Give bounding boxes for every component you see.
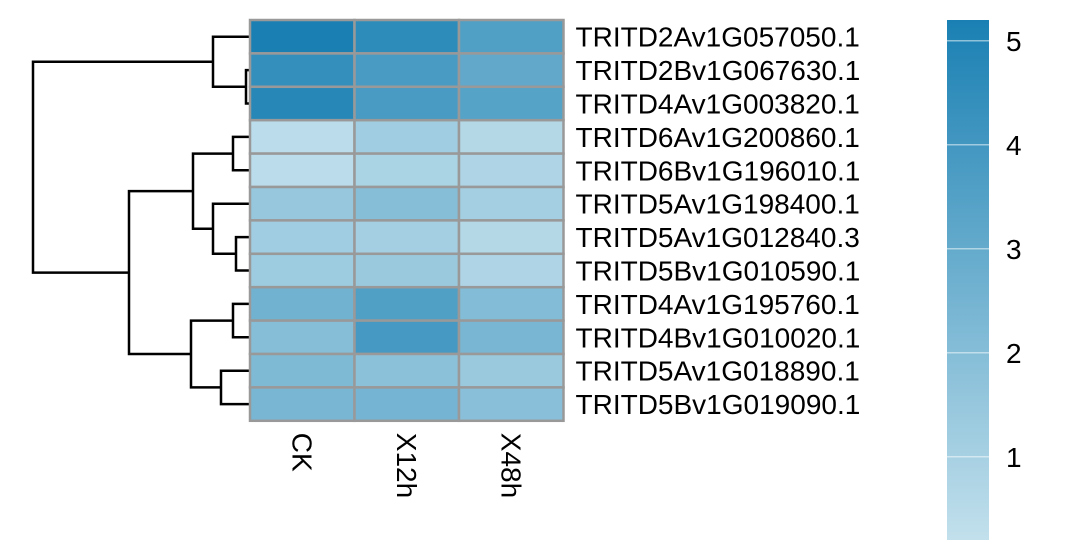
row-label: TRITD4Bv1G010020.1 <box>576 322 861 353</box>
heatmap-cell-11-0 <box>248 386 356 423</box>
heatmap-cell-10-2 <box>457 352 565 389</box>
heatmap-cell-6-0 <box>248 219 356 256</box>
row-label: TRITD2Av1G057050.1 <box>576 22 860 53</box>
colorbar: 1 2 3 4 5 <box>947 20 1022 540</box>
dendrogram-branch <box>211 35 250 89</box>
heatmap-cell-6-2 <box>457 219 565 256</box>
heatmap-cell-8-1 <box>353 285 461 322</box>
row-label: TRITD5Bv1G010590.1 <box>576 256 861 287</box>
heatmap-cell-4-1 <box>353 152 461 189</box>
heatmap-cell-11-1 <box>353 386 461 423</box>
colorbar-gradient <box>947 20 989 540</box>
row-labels: TRITD2Av1G057050.1TRITD2Bv1G067630.1TRIT… <box>576 22 861 420</box>
heatmap-cell-2-2 <box>457 85 565 122</box>
heatmap-cell-6-1 <box>353 219 461 256</box>
heatmap-cell-3-0 <box>248 118 356 155</box>
dendrogram-branch <box>219 369 250 406</box>
heatmap-cell-10-1 <box>353 352 461 389</box>
row-dendrogram <box>31 35 250 406</box>
column-label: CK <box>286 433 317 472</box>
dendrogram-branch <box>211 202 250 256</box>
heatmap-cell-1-1 <box>353 52 461 89</box>
colorbar-tick-label: 3 <box>1006 234 1022 265</box>
dendrogram-branch <box>231 135 250 172</box>
heatmap-cell-0-1 <box>353 18 461 55</box>
row-label: TRITD2Bv1G067630.1 <box>576 55 861 86</box>
heatmap-cell-0-2 <box>457 18 565 55</box>
row-label: TRITD6Bv1G196010.1 <box>576 155 861 186</box>
colorbar-tick-label: 4 <box>1006 130 1022 161</box>
heatmap-cell-1-2 <box>457 52 565 89</box>
heatmap-cell-2-0 <box>248 85 356 122</box>
heatmap-cell-5-1 <box>353 185 461 222</box>
row-label: TRITD4Av1G003820.1 <box>576 89 860 120</box>
heatmap-cell-5-2 <box>457 185 565 222</box>
heatmap-cell-4-0 <box>248 152 356 189</box>
row-label: TRITD5Bv1G019090.1 <box>576 389 861 420</box>
heatmap-cell-1-0 <box>248 52 356 89</box>
colorbar-tick-label: 1 <box>1006 442 1022 473</box>
heatmap-cell-8-2 <box>457 285 565 322</box>
dendrogram-branch <box>234 235 250 272</box>
colorbar-tick-label: 2 <box>1006 338 1022 369</box>
heatmap-cell-3-2 <box>457 118 565 155</box>
heatmap-cell-5-0 <box>248 185 356 222</box>
heatmap-cell-4-2 <box>457 152 565 189</box>
heatmap-cell-7-1 <box>353 252 461 289</box>
heatmap-cell-2-1 <box>353 85 461 122</box>
heatmap-cells <box>248 18 565 423</box>
row-label: TRITD6Av1G200860.1 <box>576 122 860 153</box>
heatmap-cell-3-1 <box>353 118 461 155</box>
row-label: TRITD5Av1G198400.1 <box>576 189 860 220</box>
heatmap-cell-10-0 <box>248 352 356 389</box>
colorbar-tick-label: 5 <box>1006 26 1022 57</box>
dendrogram-branch <box>231 302 250 339</box>
row-label: TRITD5Av1G018890.1 <box>576 356 860 387</box>
row-label: TRITD5Av1G012840.3 <box>576 222 860 253</box>
heatmap-cell-8-0 <box>248 285 356 322</box>
heatmap-cell-0-0 <box>248 18 356 55</box>
heatmap-cell-9-2 <box>457 319 565 356</box>
row-label: TRITD4Av1G195760.1 <box>576 289 860 320</box>
dendrogram-branch <box>189 319 233 389</box>
dendrogram-branch <box>127 189 193 356</box>
heatmap-cell-7-0 <box>248 252 356 289</box>
column-label: X48h <box>495 433 526 498</box>
heatmap-cell-7-2 <box>457 252 565 289</box>
column-label: X12h <box>391 433 422 498</box>
heatmap-cell-9-1 <box>353 319 461 356</box>
dendrogram-branch <box>31 60 213 274</box>
column-labels: CK X12h X48h <box>286 433 526 498</box>
heatmap-cell-11-2 <box>457 386 565 423</box>
heatmap-cell-9-0 <box>248 319 356 356</box>
